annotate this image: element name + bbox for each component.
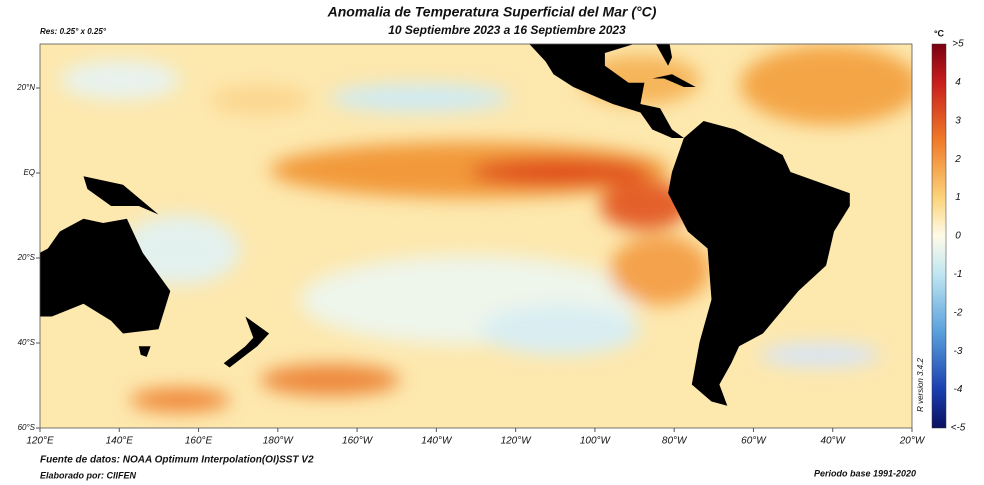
lon-label: 100°W xyxy=(580,436,612,447)
new-zealand xyxy=(223,316,270,368)
longitude-axis: 120°E 140°E 160°E 180°W 160°W 140°W 120°W 100°W… xyxy=(26,428,926,447)
colorbar xyxy=(931,43,947,429)
colorbar-label: -4 xyxy=(954,384,963,395)
lon-label: 120°W xyxy=(501,436,533,447)
lon-label: 20°W xyxy=(899,436,926,447)
colorbar-label: -1 xyxy=(954,269,963,280)
anomaly-field xyxy=(60,45,912,412)
australia xyxy=(40,218,171,334)
lon-label: 140°W xyxy=(421,436,453,447)
lat-label: 20°S xyxy=(17,253,36,262)
author: Elaborado por: CIIFEN xyxy=(40,470,137,480)
map-frame xyxy=(39,43,913,429)
colorbar-unit: °C xyxy=(934,28,945,38)
lon-label: 40°W xyxy=(820,436,846,447)
lon-label: 140°E xyxy=(106,436,134,447)
title: Anomalia de Temperatura Superficial del … xyxy=(327,4,657,20)
lat-label: 20°N xyxy=(16,83,35,92)
colorbar-label: >5 xyxy=(952,39,964,50)
lon-label: 160°W xyxy=(342,436,374,447)
lon-label: 180°W xyxy=(263,436,295,447)
land xyxy=(40,44,850,406)
lat-label: 40°S xyxy=(18,338,36,347)
lon-label: 60°W xyxy=(741,436,767,447)
lat-label: EQ xyxy=(23,168,35,177)
colorbar-label: <-5 xyxy=(951,423,966,434)
map xyxy=(40,44,912,428)
cuba xyxy=(652,74,696,87)
central-america xyxy=(529,44,684,138)
lat-label: 60°S xyxy=(18,423,36,432)
resolution: Res: 0.25° x 0.25° xyxy=(40,27,107,36)
colorbar-label: 3 xyxy=(955,115,961,126)
colorbar-label: 4 xyxy=(955,77,961,88)
new-guinea xyxy=(83,176,159,215)
colorbar-label: -3 xyxy=(954,346,963,357)
colorbar-labels: >5 4 3 2 1 0 -1 -2 -3 -4 <-5 xyxy=(951,39,966,434)
tasmania xyxy=(138,346,151,357)
colorbar-label: 1 xyxy=(955,192,961,203)
version: R version 3.4.2 xyxy=(916,358,925,412)
colorbar-label: 0 xyxy=(955,231,961,242)
data-source: Fuente de datos: NOAA Optimum Interpolat… xyxy=(40,455,314,466)
lon-label: 80°W xyxy=(662,436,688,447)
south-america xyxy=(668,121,850,406)
latitude-axis: 20°N EQ 20°S 40°S 60°S xyxy=(16,83,40,432)
base-period: Periodo base 1991-2020 xyxy=(814,468,916,478)
colorbar-label: 2 xyxy=(954,154,961,165)
lon-label: 160°E xyxy=(185,436,213,447)
colorbar-label: -2 xyxy=(954,307,963,318)
lon-label: 120°E xyxy=(26,436,54,447)
subtitle: 10 Septiembre 2023 a 16 Septiembre 2023 xyxy=(388,23,626,37)
